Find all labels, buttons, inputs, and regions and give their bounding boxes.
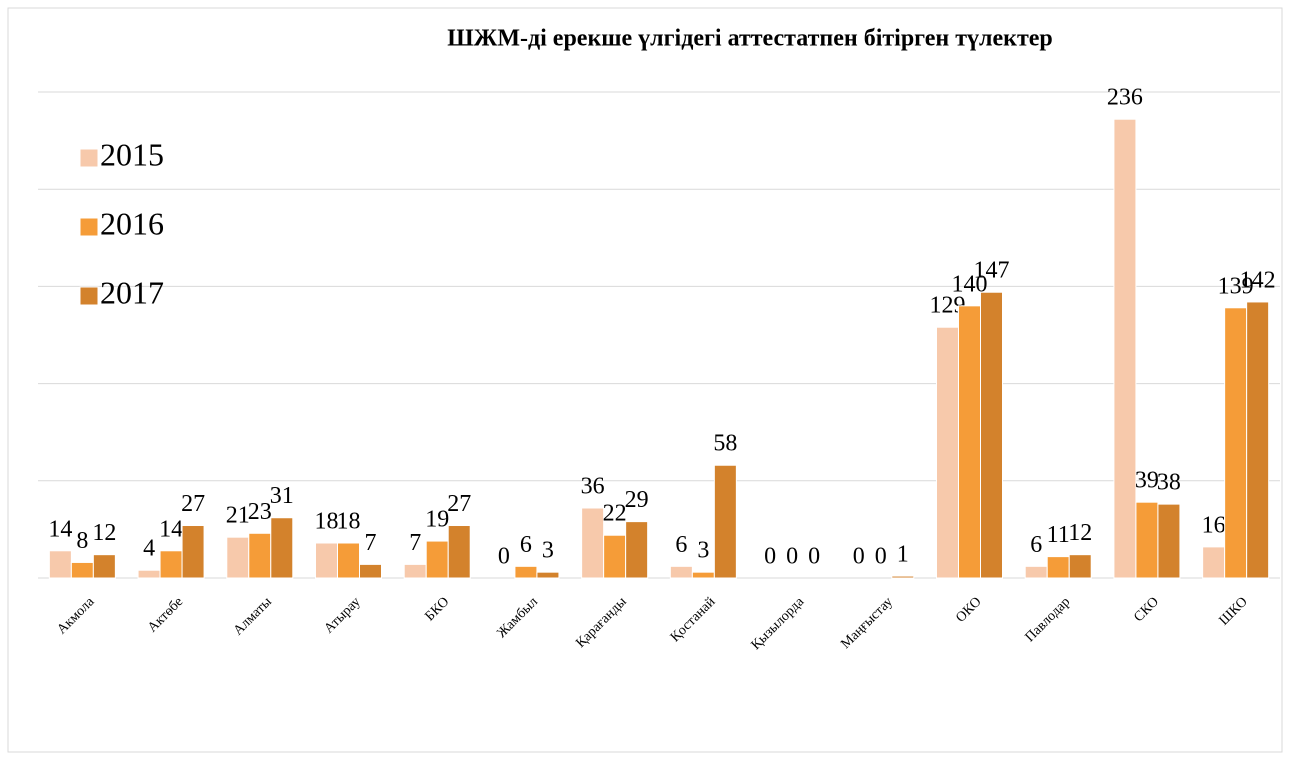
data-label: 58	[713, 431, 737, 457]
bar	[159, 550, 183, 579]
bar	[137, 569, 161, 579]
bar	[181, 525, 205, 579]
bar	[425, 540, 449, 579]
bar	[1202, 546, 1226, 579]
data-label: 0	[808, 544, 820, 570]
bar	[891, 575, 915, 579]
data-label: 1	[897, 542, 909, 568]
data-label: 21	[226, 503, 250, 529]
chart-border	[7, 7, 1283, 753]
chart-title: ШЖМ-ді ерекше үлгідегі аттестатпен бітір…	[447, 26, 1053, 52]
legend-swatch	[79, 286, 99, 306]
bar	[403, 563, 427, 579]
bar	[226, 536, 250, 579]
bar	[1135, 501, 1159, 579]
bar	[936, 326, 959, 579]
bar	[603, 534, 627, 579]
data-label: 0	[764, 544, 776, 570]
bar	[92, 554, 116, 579]
data-label: 7	[409, 530, 421, 556]
data-label: 0	[875, 544, 887, 570]
bar	[1113, 118, 1137, 579]
data-label: 36	[581, 474, 605, 500]
data-label: 0	[853, 544, 865, 570]
bar	[1046, 556, 1070, 579]
data-label: 23	[248, 499, 272, 525]
legend-label: 2016	[100, 205, 164, 241]
data-label: 3	[697, 538, 709, 564]
bar	[581, 507, 605, 579]
bar	[691, 571, 715, 579]
bar	[70, 561, 94, 579]
legend-label: 2017	[100, 274, 164, 310]
data-label: 12	[1068, 520, 1092, 546]
data-label: 38	[1157, 470, 1181, 496]
bar	[1246, 301, 1270, 579]
bar	[315, 542, 338, 579]
bar	[713, 464, 737, 579]
data-label: 31	[270, 483, 294, 509]
data-label: 27	[447, 491, 471, 517]
data-label: 7	[365, 530, 377, 556]
bar	[625, 521, 649, 579]
data-label: 29	[625, 487, 649, 513]
bar	[980, 291, 1003, 579]
data-label: 0	[786, 544, 798, 570]
data-label: 6	[520, 532, 532, 558]
data-label: 18	[337, 509, 361, 535]
data-label: 6	[1030, 532, 1042, 558]
bar	[669, 565, 693, 579]
bar	[1224, 307, 1248, 579]
bar	[359, 563, 382, 579]
bar	[1157, 503, 1181, 579]
data-label: 39	[1135, 468, 1159, 494]
bar	[337, 542, 360, 579]
data-label: 12	[92, 520, 116, 546]
data-label: 139	[1218, 273, 1254, 299]
data-label: 14	[159, 516, 183, 542]
data-label: 14	[48, 516, 72, 542]
bar	[248, 532, 272, 579]
legend-swatch	[79, 148, 99, 168]
legend-label: 2015	[100, 136, 164, 172]
bar	[958, 305, 981, 579]
data-label: 8	[76, 528, 88, 554]
bar	[270, 517, 294, 579]
data-label: 19	[425, 507, 449, 533]
legend-swatch	[79, 217, 99, 237]
data-label: 11	[1047, 522, 1070, 548]
bar	[1024, 565, 1048, 579]
bar	[514, 565, 538, 579]
data-label: 4	[143, 536, 155, 562]
data-label: 0	[498, 544, 510, 570]
data-label: 147	[974, 258, 1010, 284]
data-label: 6	[675, 532, 687, 558]
data-label: 18	[315, 509, 339, 535]
data-label: 16	[1202, 512, 1226, 538]
bar	[447, 525, 471, 579]
bar	[1068, 554, 1092, 579]
data-label: 22	[603, 501, 627, 527]
data-label: 142	[1240, 267, 1276, 293]
data-label: 27	[181, 491, 205, 517]
bar	[48, 550, 72, 579]
bar	[536, 571, 560, 579]
data-label: 3	[542, 538, 554, 564]
data-label: 236	[1107, 85, 1143, 111]
